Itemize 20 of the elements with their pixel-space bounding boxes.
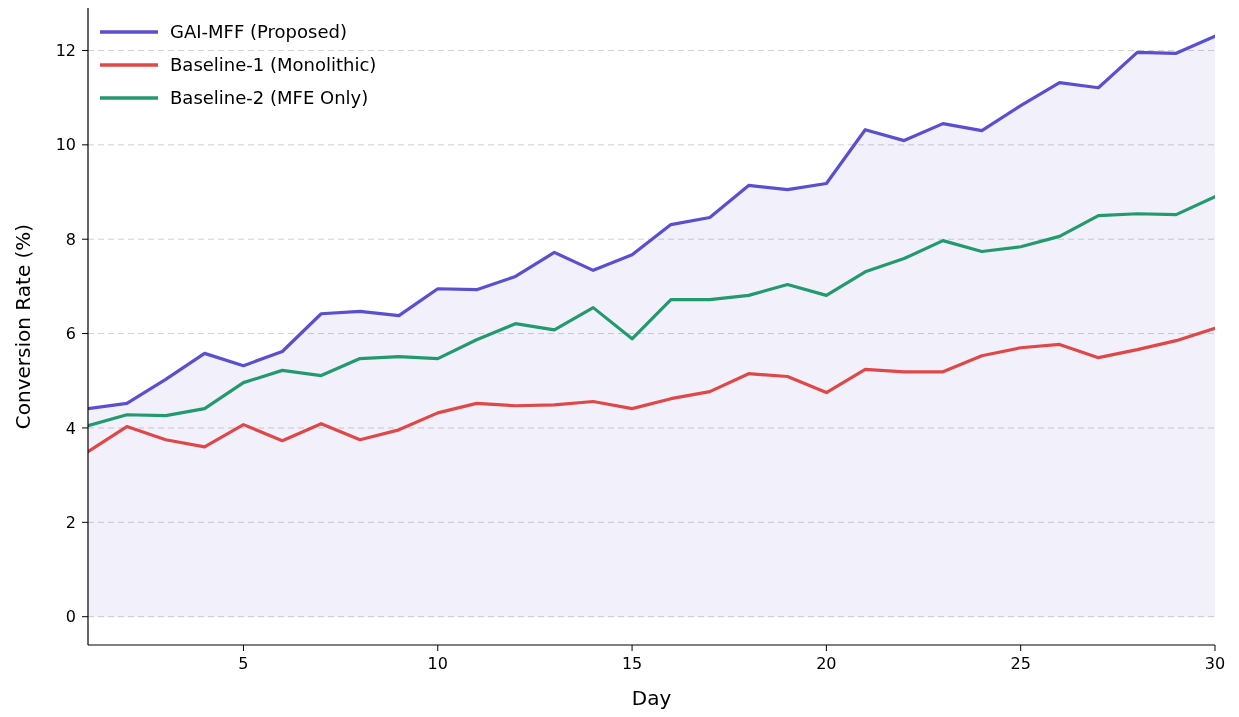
x-axis-title: Day [631,686,672,710]
y-axis-title: Conversion Rate (%) [11,223,35,430]
y-tick-label: 10 [55,135,76,155]
x-tick-label: 15 [621,654,643,673]
y-tick-label: 12 [55,41,76,61]
x-tick-label: 25 [1010,654,1031,673]
y-tick-label: 4 [65,418,76,438]
legend-label: Baseline-2 (MFE Only) [170,87,369,109]
legend-label: Baseline-1 (Monolithic) [170,54,377,76]
y-tick-label: 0 [65,607,76,627]
x-tick-label: 30 [1204,654,1226,673]
x-tick-label: 5 [238,654,249,673]
line-series [88,195,1215,428]
x-tick-label: 20 [816,654,837,673]
x-tick-label: 10 [427,654,448,673]
y-tick-label: 6 [65,324,76,344]
legend-label: GAI-MFF (Proposed) [170,21,347,43]
y-tick-label: 8 [65,229,76,249]
y-tick-label: 2 [65,512,76,532]
line-series [88,326,1215,454]
